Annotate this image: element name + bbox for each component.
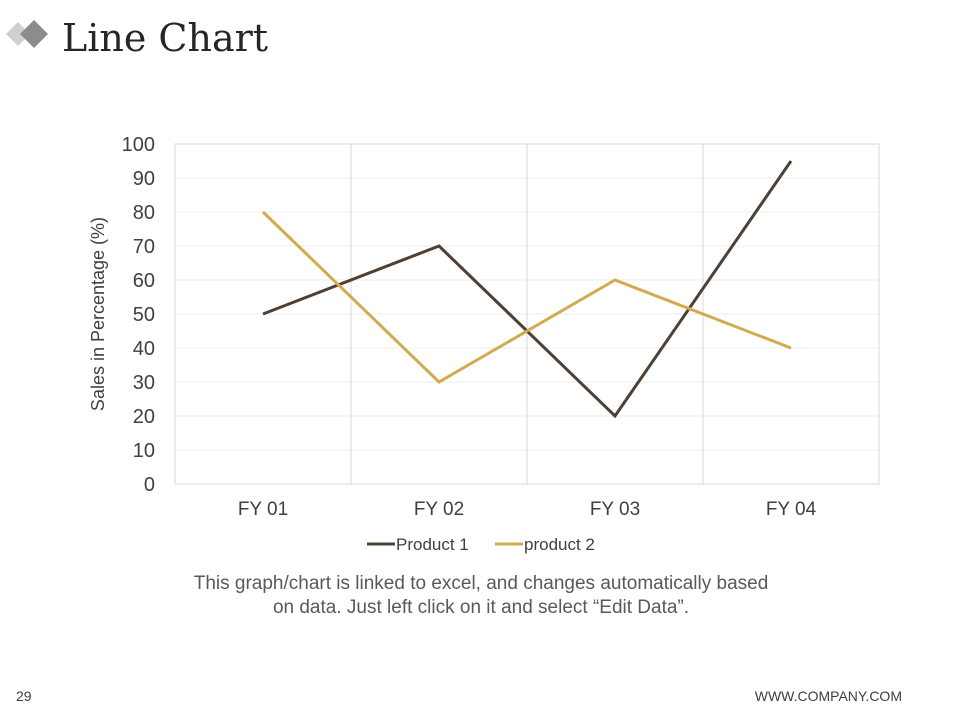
x-tick-label: FY 02: [414, 499, 464, 520]
y-tick-label: 60: [133, 270, 155, 292]
data-point[interactable]: [261, 210, 265, 214]
x-tick-label: FY 03: [590, 499, 640, 520]
caption-line-2: on data. Just left click on it and selec…: [272, 597, 690, 618]
slide-title: Line Chart: [62, 16, 269, 60]
y-axis-label: Sales in Percentage (%): [88, 217, 108, 411]
page-number: 29: [16, 688, 32, 704]
legend-label: Product 1: [396, 535, 469, 554]
y-tick-label: 80: [133, 202, 155, 224]
y-tick-label: 10: [133, 440, 155, 462]
y-tick-label: 0: [144, 474, 155, 496]
footer-url: WWW.COMPANY.COM: [754, 688, 902, 704]
y-tick-label: 50: [133, 304, 155, 326]
chart-caption: This graph/chart is linked to excel, and…: [110, 572, 852, 620]
data-point[interactable]: [613, 278, 617, 282]
data-point[interactable]: [437, 380, 441, 384]
data-point[interactable]: [261, 312, 265, 316]
y-tick-label: 70: [133, 236, 155, 258]
data-point[interactable]: [437, 244, 441, 248]
data-point[interactable]: [613, 414, 617, 418]
caption-line-1: This graph/chart is linked to excel, and…: [193, 573, 769, 594]
data-point[interactable]: [789, 346, 793, 350]
legend-label: product 2: [524, 535, 595, 554]
x-tick-label: FY 04: [766, 499, 817, 520]
diamond-logo-icon: [6, 20, 48, 48]
y-tick-label: 20: [133, 406, 155, 428]
x-tick-label: FY 01: [238, 499, 288, 520]
chart-legend[interactable]: Product 1 product 2: [367, 535, 595, 554]
series-line-2[interactable]: [261, 210, 792, 384]
y-tick-label: 30: [133, 372, 155, 394]
y-tick-label: 90: [133, 168, 155, 190]
data-point[interactable]: [789, 159, 793, 163]
plot-area: [174, 143, 880, 485]
y-tick-label: 100: [122, 134, 155, 156]
y-tick-label: 40: [133, 338, 155, 360]
